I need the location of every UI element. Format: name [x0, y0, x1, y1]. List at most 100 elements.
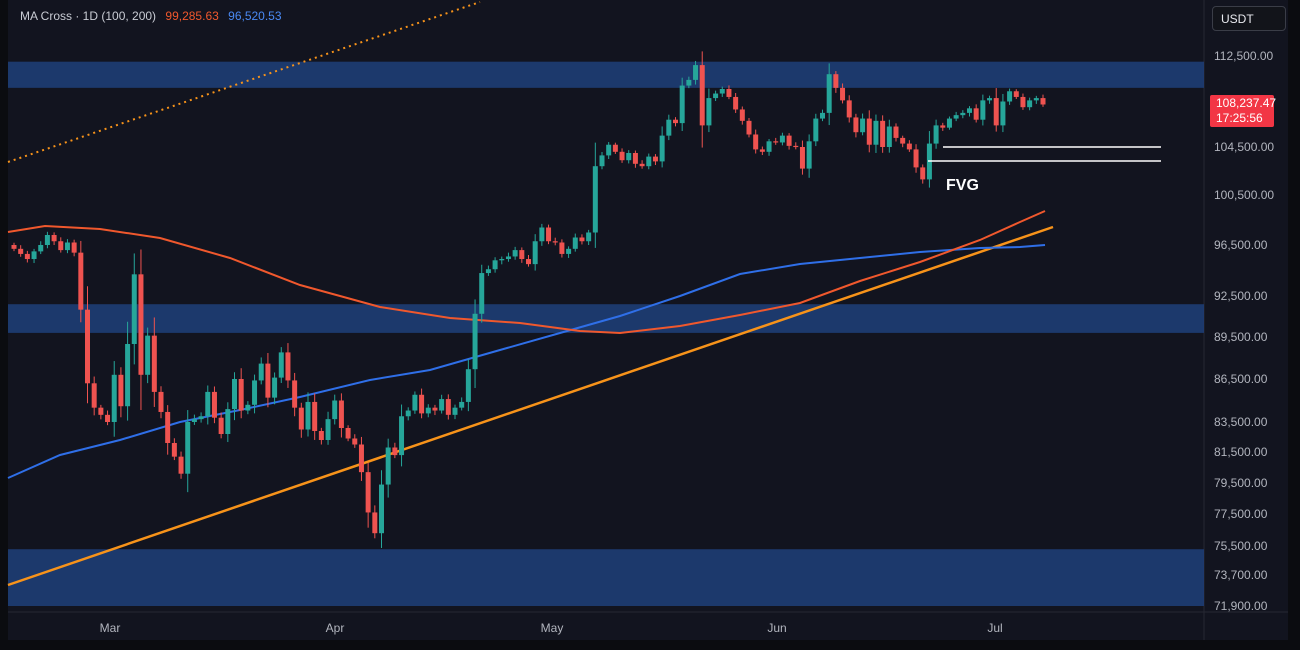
candle[interactable]	[272, 377, 278, 398]
candle[interactable]	[706, 98, 712, 126]
candle[interactable]	[566, 248, 572, 254]
candle[interactable]	[973, 108, 979, 120]
candle[interactable]	[806, 141, 812, 169]
candle[interactable]	[840, 87, 846, 101]
candle[interactable]	[485, 269, 491, 274]
candle[interactable]	[1040, 98, 1046, 105]
candle[interactable]	[111, 374, 117, 422]
candle[interactable]	[178, 456, 184, 474]
candle[interactable]	[105, 414, 111, 422]
candle[interactable]	[338, 400, 344, 429]
support-resistance-zone[interactable]	[8, 304, 1204, 333]
candle[interactable]	[38, 245, 44, 252]
candle[interactable]	[1007, 91, 1013, 102]
candle[interactable]	[652, 156, 658, 162]
candle[interactable]	[893, 126, 899, 138]
candle[interactable]	[318, 431, 324, 440]
candle[interactable]	[559, 242, 565, 254]
candle[interactable]	[813, 118, 819, 142]
candle[interactable]	[846, 100, 852, 118]
candle[interactable]	[946, 118, 952, 128]
candle[interactable]	[799, 147, 805, 169]
candle[interactable]	[258, 363, 264, 381]
candle[interactable]	[532, 241, 538, 265]
candle[interactable]	[626, 153, 632, 161]
candle[interactable]	[699, 65, 705, 126]
candle[interactable]	[298, 407, 304, 430]
candle[interactable]	[866, 118, 872, 145]
candle[interactable]	[439, 399, 445, 411]
candle[interactable]	[940, 125, 946, 128]
candle[interactable]	[185, 422, 191, 474]
candle[interactable]	[64, 242, 70, 251]
candle[interactable]	[392, 447, 398, 456]
candle[interactable]	[913, 149, 919, 168]
candle[interactable]	[332, 400, 338, 420]
candle[interactable]	[472, 313, 478, 370]
candle[interactable]	[993, 98, 999, 126]
candle[interactable]	[158, 391, 164, 412]
candle[interactable]	[125, 344, 131, 407]
candle[interactable]	[853, 117, 859, 133]
candle[interactable]	[379, 484, 384, 534]
candle[interactable]	[492, 260, 498, 270]
indicator-legend[interactable]: MA Cross · 1D (100, 200) 99,285.63 96,52…	[20, 9, 288, 23]
candle[interactable]	[452, 407, 458, 415]
candle[interactable]	[459, 401, 465, 408]
candle[interactable]	[619, 151, 625, 161]
candle[interactable]	[953, 115, 959, 119]
candle[interactable]	[18, 248, 24, 254]
candle[interactable]	[505, 256, 511, 260]
candle[interactable]	[586, 232, 592, 242]
candle[interactable]	[933, 125, 939, 144]
candle[interactable]	[24, 253, 30, 260]
candle[interactable]	[693, 65, 699, 80]
candle[interactable]	[766, 141, 772, 152]
candle[interactable]	[44, 235, 50, 245]
candle[interactable]	[686, 79, 692, 86]
candle[interactable]	[425, 407, 431, 414]
candle[interactable]	[232, 379, 237, 410]
candle[interactable]	[786, 135, 792, 146]
candle[interactable]	[1013, 91, 1019, 97]
candle[interactable]	[726, 88, 732, 97]
upper-dotted-trendline[interactable]	[7, 1, 481, 163]
candle[interactable]	[1020, 96, 1026, 108]
candle[interactable]	[612, 144, 618, 152]
candle[interactable]	[820, 112, 825, 119]
candle[interactable]	[920, 167, 926, 180]
candle[interactable]	[352, 438, 358, 445]
candle[interactable]	[225, 409, 231, 434]
candle[interactable]	[385, 447, 391, 485]
candle[interactable]	[399, 416, 405, 456]
candle[interactable]	[165, 411, 171, 443]
currency-button[interactable]: USDT	[1212, 6, 1286, 31]
candle[interactable]	[151, 335, 157, 392]
candle[interactable]	[325, 419, 331, 440]
candle[interactable]	[632, 153, 638, 164]
candle[interactable]	[606, 144, 612, 156]
candle[interactable]	[579, 237, 585, 242]
candle[interactable]	[967, 108, 972, 113]
candle[interactable]	[886, 126, 892, 147]
candle[interactable]	[365, 472, 371, 513]
candle[interactable]	[305, 401, 311, 430]
candle[interactable]	[512, 250, 518, 257]
candle[interactable]	[659, 135, 665, 162]
support-resistance-zone[interactable]	[8, 61, 1204, 88]
candle[interactable]	[1000, 101, 1006, 126]
candle[interactable]	[312, 401, 318, 431]
candle[interactable]	[71, 242, 77, 253]
candle[interactable]	[552, 241, 558, 243]
ma200-line[interactable]	[7, 244, 1046, 479]
candle[interactable]	[78, 252, 84, 310]
candle[interactable]	[960, 112, 966, 116]
candle[interactable]	[860, 118, 866, 133]
candle[interactable]	[546, 227, 552, 242]
candle[interactable]	[85, 309, 90, 384]
candle[interactable]	[592, 166, 598, 233]
candle[interactable]	[292, 380, 298, 408]
candle[interactable]	[746, 120, 752, 135]
candle[interactable]	[759, 149, 765, 152]
